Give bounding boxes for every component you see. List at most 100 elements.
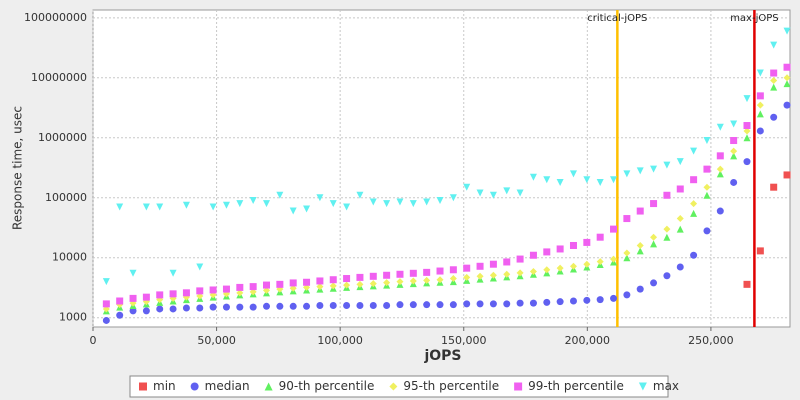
legend-label: min <box>153 379 176 393</box>
point <box>623 249 631 257</box>
point <box>236 200 244 208</box>
point <box>449 194 457 202</box>
point <box>770 83 778 91</box>
point <box>476 262 484 270</box>
y-tick-label: 100000000 <box>24 11 87 24</box>
point <box>703 137 711 145</box>
point <box>409 301 417 309</box>
point <box>396 278 404 286</box>
legend-symbol <box>389 382 398 391</box>
point <box>569 262 577 270</box>
point <box>209 303 217 311</box>
point <box>289 207 297 215</box>
y-tick-label: 100000 <box>45 191 87 204</box>
point <box>209 286 217 294</box>
point <box>423 276 431 284</box>
point <box>102 300 110 308</box>
point <box>770 183 778 191</box>
point <box>316 301 324 309</box>
point <box>636 241 644 249</box>
point <box>610 255 618 263</box>
point <box>770 41 778 49</box>
point <box>102 278 110 286</box>
point <box>356 191 364 199</box>
point <box>516 189 524 197</box>
point <box>329 276 337 284</box>
point <box>756 110 764 118</box>
point <box>236 303 244 311</box>
point <box>556 245 564 253</box>
x-tick-label: 200,000 <box>565 334 611 347</box>
point <box>663 272 671 280</box>
point <box>783 171 791 179</box>
point <box>356 301 364 309</box>
point <box>743 158 751 166</box>
point <box>543 176 551 184</box>
point <box>636 285 644 293</box>
point <box>289 284 297 292</box>
reference-line-label: critical-jOPS <box>587 13 647 24</box>
point <box>383 279 391 287</box>
point <box>463 273 471 281</box>
y-axis-label: Response time, usec <box>11 106 25 230</box>
point <box>369 280 377 288</box>
point <box>596 233 604 241</box>
y-tick-label: 10000000 <box>31 71 87 84</box>
point <box>276 302 284 310</box>
point <box>263 200 271 208</box>
point <box>156 203 164 211</box>
point <box>743 280 751 288</box>
point <box>409 277 417 285</box>
point <box>249 283 257 291</box>
point <box>716 152 724 160</box>
point <box>636 167 644 175</box>
point <box>743 134 751 142</box>
point <box>529 173 537 181</box>
reference-line-label: max-jOPS <box>730 13 778 24</box>
point <box>236 283 244 291</box>
point <box>236 289 244 297</box>
point <box>129 307 137 315</box>
legend-label: 99-th percentile <box>528 379 624 393</box>
point <box>503 187 511 195</box>
point <box>356 280 364 288</box>
y-tick-label: 1000 <box>59 311 87 324</box>
point <box>610 294 618 302</box>
point <box>556 298 564 306</box>
point <box>182 304 190 312</box>
point <box>676 185 684 193</box>
point <box>169 269 177 277</box>
point <box>409 269 417 277</box>
point <box>663 191 671 199</box>
point <box>436 276 444 284</box>
point <box>716 123 724 131</box>
point <box>743 127 751 135</box>
point <box>343 203 351 211</box>
point <box>716 207 724 215</box>
point <box>596 296 604 304</box>
point <box>343 275 351 283</box>
point <box>529 299 537 307</box>
y-tick-label: 10000 <box>52 251 87 264</box>
point <box>116 203 124 211</box>
point <box>650 240 658 248</box>
point <box>289 279 297 287</box>
point <box>169 305 177 313</box>
x-tick-label: 100,000 <box>317 334 363 347</box>
point <box>783 63 791 71</box>
point <box>583 296 591 304</box>
point <box>343 281 351 289</box>
point <box>436 267 444 275</box>
point <box>263 286 271 294</box>
point <box>756 247 764 255</box>
point <box>436 196 444 204</box>
point <box>569 241 577 249</box>
point <box>476 189 484 197</box>
point <box>650 233 658 241</box>
point <box>569 297 577 305</box>
point <box>249 303 257 311</box>
point <box>636 247 644 255</box>
point <box>623 170 631 178</box>
point <box>543 266 551 274</box>
point <box>703 227 711 235</box>
